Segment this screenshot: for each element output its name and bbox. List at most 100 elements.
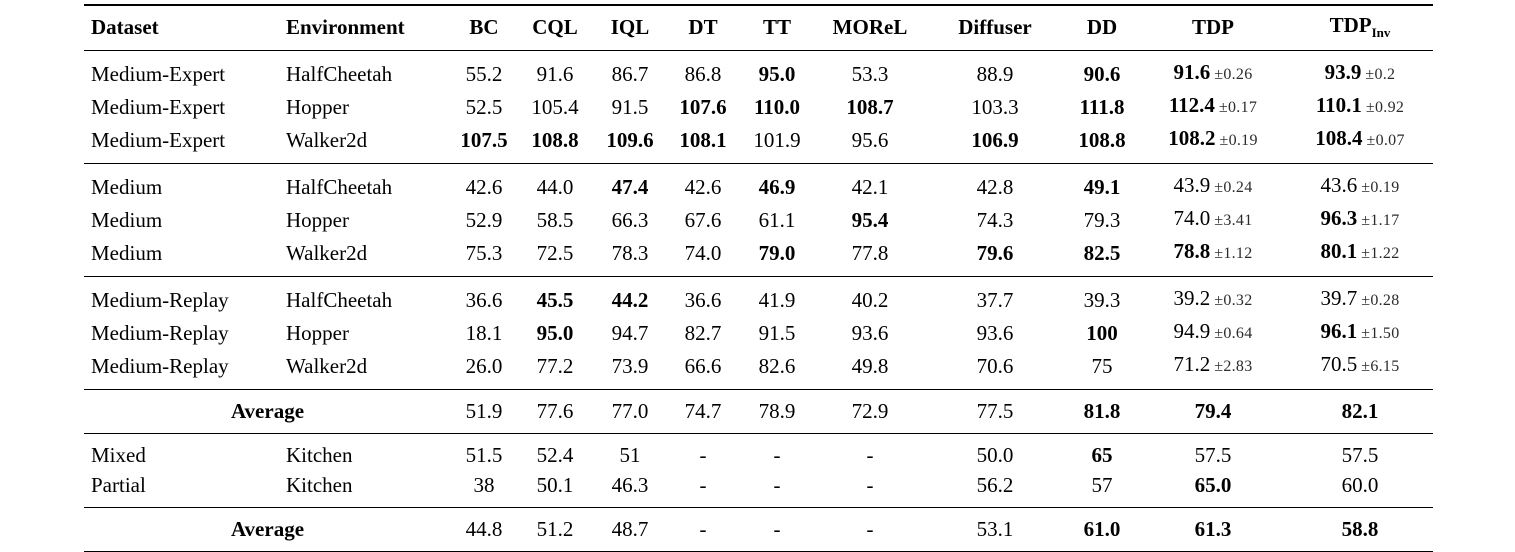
environment-cell: Hopper [286, 320, 349, 345]
environment-cell: Walker2d [286, 240, 368, 265]
value-cell: 70.6 [976, 353, 1014, 378]
value-cell: 48.7 [611, 517, 649, 541]
value-cell: 77.2 [536, 353, 574, 378]
column-header-tdp: TDP [1139, 5, 1287, 51]
value-cell: 82.7 [684, 320, 722, 345]
value-cell: 74.7 [684, 399, 722, 423]
std-error: ±0.92 [1365, 99, 1405, 116]
value-cell: 52.5 [465, 94, 503, 119]
value-cell: 72.5 [536, 240, 574, 265]
value-cell: 100 [1086, 320, 1118, 345]
std-error: ±1.17 [1361, 212, 1400, 229]
value-cell: - [773, 473, 781, 497]
value-cell: 38 [473, 473, 495, 497]
value-cell: 18.1 [465, 320, 503, 345]
value-cell: 108.2 ±0.19 [1168, 126, 1258, 150]
value-cell: 110.1 ±0.92 [1315, 93, 1405, 117]
std-error: ±3.41 [1214, 212, 1253, 229]
average-section: Average 51.9 77.6 77.0 74.7 78.9 72.9 77.5 81.8 7… [84, 390, 1433, 434]
value-cell: - [699, 517, 707, 541]
environment-cell: Walker2d [286, 353, 368, 378]
value-cell: 42.6 [684, 174, 722, 199]
environment-cell: Hopper [286, 207, 349, 232]
value-cell: 101.9 [753, 127, 801, 152]
dataset-cell: Medium-Replay [91, 320, 229, 345]
value-cell: 93.9 ±0.2 [1324, 60, 1396, 84]
value-cell: 53.3 [851, 61, 889, 86]
value-cell: 47.4 [611, 174, 649, 199]
value-cell: 44.8 [465, 517, 503, 541]
value-cell: - [773, 443, 781, 467]
table-row: Medium-Expert Hopper 52.5 105.4 91.5 107.6 110… [84, 90, 1433, 123]
value-cell: 51.2 [536, 517, 574, 541]
column-header-dt: DT [667, 5, 739, 51]
table-row: Medium-Replay Hopper 18.1 95.0 94.7 82.7 91.5 9… [84, 316, 1433, 349]
std-error: ±0.2 [1365, 66, 1396, 83]
std-error: ±0.32 [1214, 292, 1253, 309]
value-cell: 79.3 [1083, 207, 1121, 232]
std-error: ±0.24 [1214, 179, 1253, 196]
environment-cell: Walker2d [286, 127, 368, 152]
value-cell: 86.8 [684, 61, 722, 86]
value-cell: 57.5 [1194, 443, 1232, 467]
std-error: ±6.15 [1361, 358, 1400, 375]
environment-cell: HalfCheetah [286, 174, 393, 199]
value-cell: 56.2 [976, 473, 1014, 497]
dataset-cell: Medium [91, 240, 163, 265]
column-header-morel: MOReL [815, 5, 925, 51]
value-cell: 78.3 [611, 240, 649, 265]
std-error: ±0.07 [1366, 132, 1405, 149]
data-section: Medium-Replay HalfCheetah 36.6 45.5 44.2 36.6… [84, 277, 1433, 390]
value-cell: 88.9 [976, 61, 1014, 86]
dataset-cell: Medium-Replay [91, 353, 229, 378]
value-cell: 67.6 [684, 207, 722, 232]
value-cell: - [866, 517, 874, 541]
value-cell: 96.3 ±1.17 [1320, 206, 1400, 230]
value-cell: 74.0 ±3.41 [1173, 206, 1253, 230]
table-row: Medium-Replay HalfCheetah 36.6 45.5 44.2 36.6… [84, 277, 1433, 317]
std-error: ±0.19 [1361, 179, 1400, 196]
average-label: Average [230, 517, 305, 541]
dataset-cell: Medium-Expert [91, 127, 226, 152]
header-row: Dataset Environment BC CQL IQL DT TT MOReL Diffu… [84, 5, 1433, 51]
value-cell: 75.3 [465, 240, 503, 265]
value-cell: 103.3 [971, 94, 1019, 119]
value-cell: 107.6 [679, 94, 727, 119]
value-cell: 111.8 [1079, 94, 1125, 119]
value-cell: 61.3 [1194, 517, 1232, 541]
value-cell: 36.6 [465, 287, 503, 312]
value-cell: 79.4 [1194, 399, 1232, 423]
value-cell: 79.6 [976, 240, 1014, 265]
table-row: Medium-Expert HalfCheetah 55.2 91.6 86.7 86.8… [84, 51, 1433, 91]
environment-cell: HalfCheetah [286, 287, 393, 312]
column-header-cql: CQL [517, 5, 593, 51]
column-header-tt: TT [739, 5, 815, 51]
value-cell: 49.1 [1083, 174, 1121, 199]
value-cell: 95.0 [758, 61, 796, 86]
value-cell: 39.2 ±0.32 [1173, 286, 1253, 310]
value-cell: - [699, 443, 707, 467]
dataset-cell: Medium-Expert [91, 94, 226, 119]
value-cell: 73.9 [611, 353, 649, 378]
value-cell: 26.0 [465, 353, 503, 378]
std-error: ±0.26 [1214, 66, 1253, 83]
value-cell: 61.0 [1083, 517, 1121, 541]
average-section: Average 44.8 51.2 48.7 - - - 53.1 61.0 61.3 58.8 [84, 508, 1433, 552]
value-cell: 70.5 ±6.15 [1320, 352, 1400, 376]
std-error: ±1.22 [1361, 245, 1400, 262]
value-cell: 39.3 [1083, 287, 1121, 312]
value-cell: 77.6 [536, 399, 574, 423]
value-cell: 51.9 [465, 399, 503, 423]
value-cell: 53.1 [976, 517, 1014, 541]
value-cell: 91.5 [611, 94, 649, 119]
dataset-cell: Medium [91, 207, 163, 232]
value-cell: - [866, 473, 874, 497]
std-error: ±0.17 [1218, 99, 1258, 116]
value-cell: 50.1 [536, 473, 574, 497]
value-cell: 52.4 [536, 443, 574, 467]
environment-cell: Kitchen [286, 443, 353, 467]
table-row: Medium Walker2d 75.3 72.5 78.3 74.0 79.0 77.8 79… [84, 236, 1433, 277]
value-cell: 108.8 [1078, 127, 1126, 152]
value-cell: 72.9 [851, 399, 889, 423]
value-cell: 108.1 [679, 127, 727, 152]
